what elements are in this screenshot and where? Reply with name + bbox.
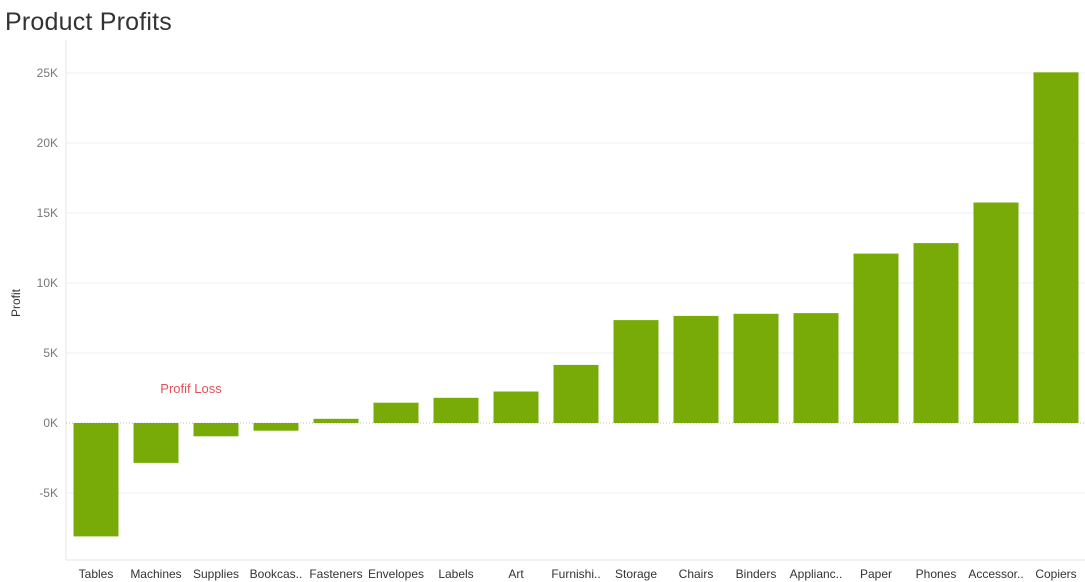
- x-tick-label: Furnishi..: [551, 567, 600, 581]
- y-tick-label: -5K: [39, 486, 58, 500]
- bar[interactable]: [673, 315, 719, 423]
- bar[interactable]: [913, 243, 959, 423]
- x-tick-label: Binders: [736, 567, 777, 581]
- y-axis: 25K 20K 15K 10K 5K 0K -5K: [37, 66, 58, 500]
- y-tick-label: 0K: [43, 416, 58, 430]
- bar[interactable]: [1033, 72, 1079, 424]
- y-axis-label: Profit: [9, 288, 23, 317]
- x-tick-label: Chairs: [679, 567, 714, 581]
- bar[interactable]: [973, 202, 1019, 424]
- bar[interactable]: [553, 364, 599, 423]
- bar[interactable]: [73, 423, 119, 537]
- annotation-label: Profif Loss: [160, 381, 222, 396]
- x-tick-label: Machines: [130, 567, 181, 581]
- x-tick-label: Storage: [615, 567, 657, 581]
- x-tick-label: Fasteners: [309, 567, 362, 581]
- x-tick-label: Copiers: [1035, 567, 1076, 581]
- x-tick-label: Labels: [438, 567, 473, 581]
- y-tick-label: 5K: [43, 346, 58, 360]
- bar[interactable]: [253, 423, 299, 431]
- bar[interactable]: [613, 320, 659, 423]
- x-tick-label: Applianc..: [790, 567, 843, 581]
- x-tick-label: Accessor..: [968, 567, 1023, 581]
- x-tick-label: Art: [508, 567, 524, 581]
- bar[interactable]: [133, 423, 179, 463]
- x-tick-label: Tables: [79, 567, 114, 581]
- bar[interactable]: [193, 423, 239, 437]
- x-tick-label: Supplies: [193, 567, 239, 581]
- x-tick-label: Phones: [916, 567, 957, 581]
- y-tick-label: 20K: [37, 136, 58, 150]
- y-tick-label: 10K: [37, 276, 58, 290]
- y-tick-label: 25K: [37, 66, 58, 80]
- bar[interactable]: [313, 418, 359, 423]
- x-tick-label: Bookcas..: [250, 567, 303, 581]
- bar[interactable]: [493, 391, 539, 424]
- bar[interactable]: [853, 253, 899, 423]
- bar[interactable]: [373, 402, 419, 423]
- chart-title: Product Profits: [5, 8, 172, 36]
- x-tick-label: Envelopes: [368, 567, 424, 581]
- bar[interactable]: [793, 313, 839, 423]
- bar[interactable]: [433, 397, 479, 423]
- x-axis: Tables Machines Supplies Bookcas.. Fasteners…: [79, 567, 1077, 581]
- x-tick-label: Paper: [860, 567, 892, 581]
- y-tick-label: 15K: [37, 206, 58, 220]
- bars: [73, 72, 1079, 537]
- bar[interactable]: [733, 313, 779, 423]
